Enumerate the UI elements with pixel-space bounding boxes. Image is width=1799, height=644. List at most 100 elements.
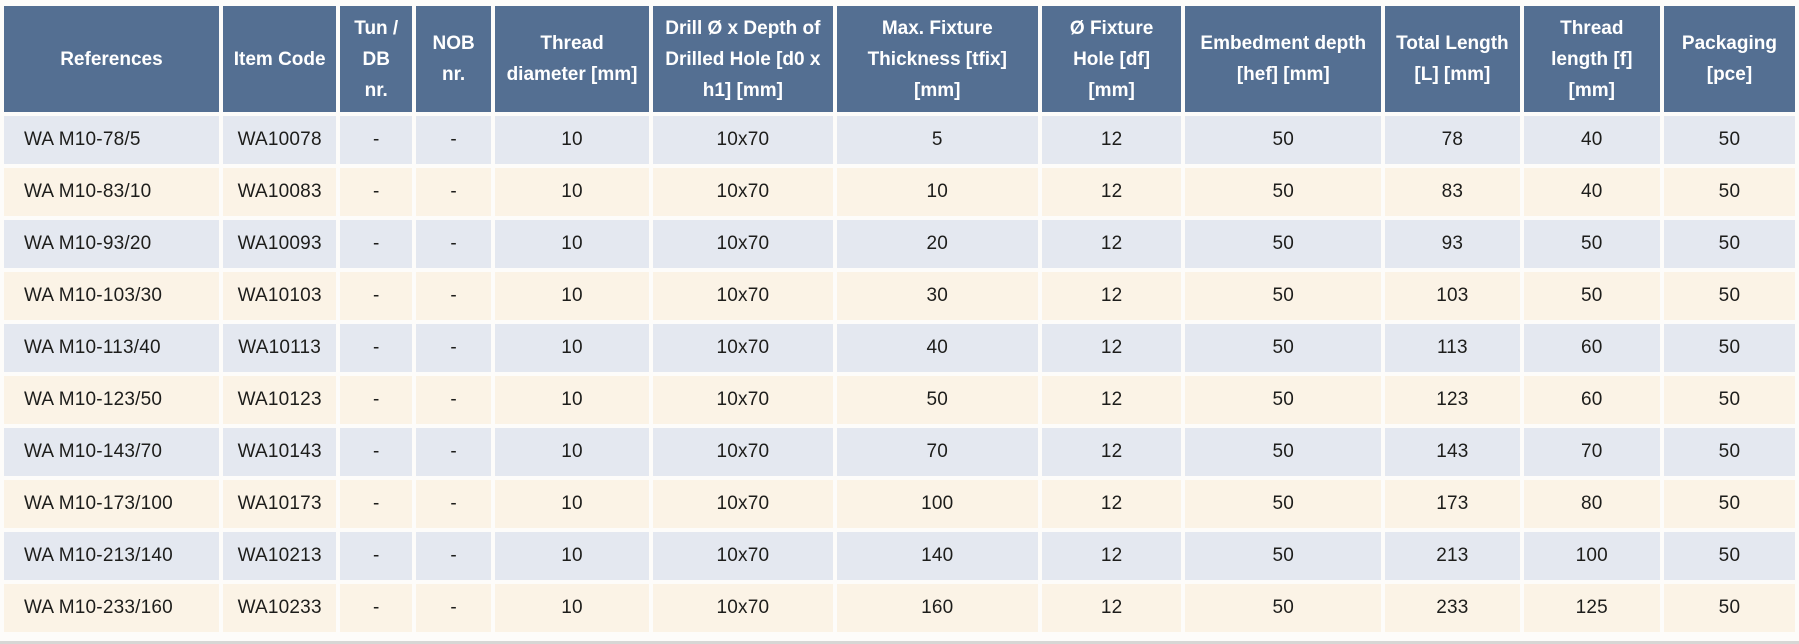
- table-cell: 80: [1523, 480, 1660, 528]
- header-cell: NOB nr.: [416, 6, 492, 112]
- table-cell: 12: [1041, 376, 1182, 424]
- table-cell: 12: [1041, 480, 1182, 528]
- table-cell: -: [340, 168, 413, 216]
- table-cell: 78: [1385, 116, 1520, 164]
- table-cell: 20: [836, 220, 1038, 268]
- table-cell: 100: [1523, 532, 1660, 580]
- table-cell: 50: [1663, 168, 1795, 216]
- table-cell: 50: [836, 376, 1038, 424]
- table-row: WA M10-213/140 WA10213- -10 10x70 140 12 50 213…: [4, 532, 1795, 580]
- table-cell: 10: [495, 116, 649, 164]
- table-cell: -: [416, 220, 492, 268]
- table-cell: WA10213: [222, 532, 337, 580]
- table-cell: 10: [495, 480, 649, 528]
- table-cell: 50: [1663, 220, 1795, 268]
- table-cell: 50: [1663, 428, 1795, 476]
- table-cell: 113: [1385, 324, 1520, 372]
- table-cell: 12: [1041, 584, 1182, 632]
- table-cell: 50: [1185, 532, 1382, 580]
- reference-cell: WA M10-83/10: [4, 168, 219, 216]
- table-cell: 10: [495, 428, 649, 476]
- reference-cell: WA M10-233/160: [4, 584, 219, 632]
- table-cell: 30: [836, 272, 1038, 320]
- header-cell: Thread diameter [mm]: [495, 6, 649, 112]
- table-cell: -: [416, 376, 492, 424]
- table-cell: 10x70: [652, 480, 833, 528]
- table-cell: -: [340, 480, 413, 528]
- table-cell: 50: [1663, 376, 1795, 424]
- reference-cell: WA M10-93/20: [4, 220, 219, 268]
- table-cell: 50: [1185, 272, 1382, 320]
- table-row: WA M10-233/160 WA10233- -10 10x70 160 12 50 233…: [4, 584, 1795, 632]
- table-cell: 70: [836, 428, 1038, 476]
- table-cell: 173: [1385, 480, 1520, 528]
- table-cell: 213: [1385, 532, 1520, 580]
- table-cell: 50: [1663, 584, 1795, 632]
- table-cell: 10: [495, 272, 649, 320]
- table-cell: 70: [1523, 428, 1660, 476]
- table-cell: 50: [1185, 324, 1382, 372]
- header-cell: Total Length [L] [mm]: [1385, 6, 1520, 112]
- reference-cell: WA M10-143/70: [4, 428, 219, 476]
- table-cell: 40: [836, 324, 1038, 372]
- table-row: WA M10-83/10 WA10083- -10 10x70 10 12 50 83 40 50: [4, 168, 1795, 216]
- table-cell: 10x70: [652, 324, 833, 372]
- table-cell: 160: [836, 584, 1038, 632]
- table-cell: 103: [1385, 272, 1520, 320]
- table-row: WA M10-103/30 WA10103- -10 10x70 30 12 50 103 50…: [4, 272, 1795, 320]
- table-cell: 123: [1385, 376, 1520, 424]
- table-cell: -: [416, 428, 492, 476]
- table-cell: 50: [1663, 272, 1795, 320]
- table-cell: 10x70: [652, 532, 833, 580]
- table-cell: 10x70: [652, 376, 833, 424]
- table-row: WA M10-113/40 WA10113- -10 10x70 40 12 50 113 60…: [4, 324, 1795, 372]
- table-cell: 10: [495, 220, 649, 268]
- table-cell: -: [340, 272, 413, 320]
- reference-cell: WA M10-113/40: [4, 324, 219, 372]
- table-cell: -: [416, 324, 492, 372]
- reference-cell: WA M10-78/5: [4, 116, 219, 164]
- table-cell: 50: [1185, 220, 1382, 268]
- table-cell: WA10093: [222, 220, 337, 268]
- table-cell: -: [340, 532, 413, 580]
- table-cell: 12: [1041, 220, 1182, 268]
- header-cell: Max. Fixture Thickness [tfix] [mm]: [836, 6, 1038, 112]
- table-cell: 10: [495, 168, 649, 216]
- table-cell: -: [340, 220, 413, 268]
- table-cell: 60: [1523, 376, 1660, 424]
- table-cell: 50: [1185, 480, 1382, 528]
- table-header-row: References Item Code Tun / DB nr. NOB nr. Th…: [4, 6, 1795, 112]
- header-cell: Packaging [pce]: [1663, 6, 1795, 112]
- header-cell: Item Code: [222, 6, 337, 112]
- table-cell: 10x70: [652, 428, 833, 476]
- table-cell: -: [340, 376, 413, 424]
- table-cell: -: [416, 116, 492, 164]
- table-cell: 50: [1523, 220, 1660, 268]
- table-cell: WA10123: [222, 376, 337, 424]
- table-cell: WA10083: [222, 168, 337, 216]
- table-cell: 50: [1185, 428, 1382, 476]
- table-cell: 10x70: [652, 116, 833, 164]
- table-cell: 50: [1185, 168, 1382, 216]
- table-cell: -: [416, 272, 492, 320]
- table-cell: 10x70: [652, 584, 833, 632]
- table-row: WA M10-78/5 WA10078- -10 10x70 5 12 50 78 40 50: [4, 116, 1795, 164]
- table-cell: -: [340, 584, 413, 632]
- table-cell: 10: [495, 532, 649, 580]
- table-cell: 10: [495, 376, 649, 424]
- table-cell: WA10113: [222, 324, 337, 372]
- table-cell: 12: [1041, 428, 1182, 476]
- table-cell: 50: [1185, 116, 1382, 164]
- table-cell: WA10173: [222, 480, 337, 528]
- table-cell: 10: [495, 324, 649, 372]
- table-cell: 10x70: [652, 272, 833, 320]
- table-cell: 5: [836, 116, 1038, 164]
- table-cell: 50: [1663, 480, 1795, 528]
- table-row: WA M10-143/70 WA10143- -10 10x70 70 12 50 143 70…: [4, 428, 1795, 476]
- table-cell: -: [416, 584, 492, 632]
- table-cell: 60: [1523, 324, 1660, 372]
- table-cell: -: [340, 116, 413, 164]
- table-cell: WA10143: [222, 428, 337, 476]
